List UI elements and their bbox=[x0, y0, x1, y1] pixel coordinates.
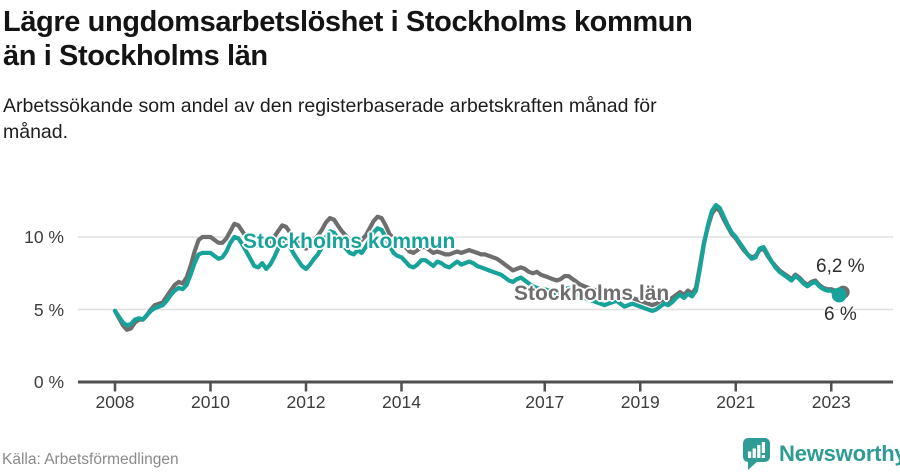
end-dot-stockholms-kommun bbox=[831, 287, 847, 303]
newsworthy-logo: Newsworthy bbox=[742, 436, 900, 472]
series-label-stockholms-kommun: Stockholms kommun bbox=[243, 230, 456, 253]
x-axis-tick-label: 2019 bbox=[620, 392, 660, 412]
x-axis-tick-label: 2014 bbox=[382, 392, 421, 412]
page-title: Lägre ungdomsarbetslöshet i Stockholms k… bbox=[3, 5, 883, 73]
title-line-2: än i Stockholms län bbox=[3, 40, 268, 72]
line-stockholms-kommun bbox=[112, 203, 842, 328]
series-label-stockholms-lan: Stockholms län bbox=[514, 282, 670, 305]
y-axis-tick-label: 10 % bbox=[24, 227, 64, 247]
x-axis-tick-label: 2017 bbox=[525, 392, 565, 412]
x-axis-tick-label: 2023 bbox=[811, 392, 851, 412]
title-line-1: Lägre ungdomsarbetslöshet i Stockholms k… bbox=[3, 6, 693, 38]
brand-name: Newsworthy bbox=[779, 441, 900, 466]
chart-subtitle: Arbetssökande som andel av den registerb… bbox=[3, 95, 657, 143]
end-value-label-kommun: 6 % bbox=[824, 304, 857, 325]
y-axis-tick-label: 5 % bbox=[33, 299, 64, 320]
source-credit: Källa: Arbetsförmedlingen bbox=[2, 451, 179, 468]
y-axis-tick-label: 0 % bbox=[33, 372, 64, 392]
end-value-label-lan: 6,2 % bbox=[816, 256, 865, 277]
newsworthy-speech-bubble-chart-icon bbox=[743, 438, 770, 470]
x-axis-tick-label: 2008 bbox=[95, 392, 135, 412]
x-axis-tick-label: 2010 bbox=[191, 392, 230, 412]
x-axis-tick-label: 2012 bbox=[286, 392, 326, 412]
x-axis-tick-label: 2021 bbox=[716, 392, 756, 412]
